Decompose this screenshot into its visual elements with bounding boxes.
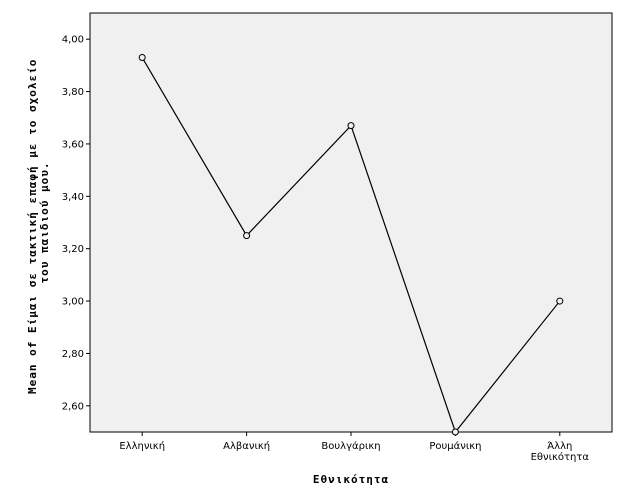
- y-tick-label: 3,60: [62, 139, 84, 150]
- x-tick-label: Βουλγάρικη: [321, 440, 380, 452]
- data-point: [138, 54, 146, 62]
- data-markers: [138, 54, 564, 436]
- y-axis-title: Mean of Είμαι σε τακτική επαφή με το σχο…: [26, 51, 51, 394]
- x-axis: Ελληνική Αλβανική Βουλγάρικη Ρουμάνικη Άλλη Ε…: [119, 432, 589, 463]
- y-tick-label: 3,20: [62, 244, 84, 255]
- y-tick-label: 3,00: [62, 297, 84, 308]
- y-tick-label: 3,40: [62, 192, 84, 203]
- data-point: [556, 297, 564, 305]
- data-point: [347, 122, 355, 130]
- y-axis: 2,60 2,80 3,00 3,20 3,40 3,60 3,80 4,00: [62, 35, 90, 412]
- data-point: [243, 232, 251, 240]
- y-tick-label: 4,00: [62, 35, 84, 46]
- data-point: [451, 428, 459, 436]
- x-axis-title: Εθνικότητα: [313, 473, 389, 486]
- y-tick-label: 2,60: [62, 401, 84, 412]
- x-tick-label: Ρουμάνικη: [429, 440, 481, 452]
- y-tick-label: 3,80: [62, 87, 84, 98]
- x-tick-label: Αλβανική: [223, 440, 270, 452]
- x-tick-label: Άλλη Εθνικότητα: [531, 440, 590, 463]
- x-tick-label: Ελληνική: [119, 440, 165, 452]
- y-tick-label: 2,80: [62, 349, 84, 360]
- y-axis-title-line-1: Mean of Είμαι σε τακτική επαφή με το σχο…: [26, 59, 39, 394]
- plot-area: [89, 12, 613, 433]
- y-axis-title-line-2: του παιδιού μου.: [38, 162, 51, 284]
